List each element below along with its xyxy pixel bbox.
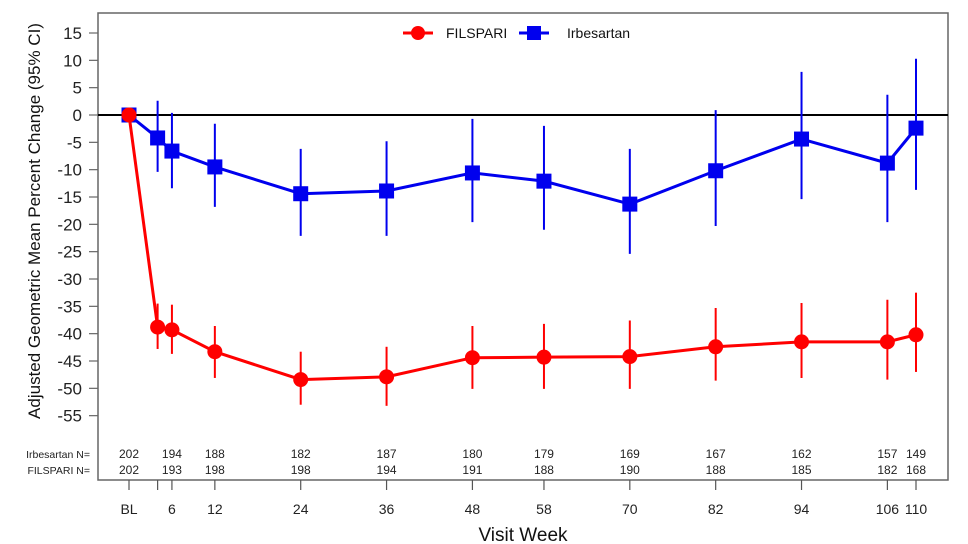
series-filspari xyxy=(121,107,924,406)
n-count: 202 xyxy=(119,463,139,477)
series-layer xyxy=(121,58,924,406)
x-tick-label: BL xyxy=(120,501,137,517)
legend-item-filspari: FILSPARI xyxy=(403,25,507,41)
y-axis-title: Adjusted Geometric Mean Percent Change (… xyxy=(25,23,44,419)
legend-marker-irbesartan xyxy=(527,26,541,40)
legend-label-irbesartan: Irbesartan xyxy=(567,25,630,41)
n-table: Irbesartan N= 202 194 188 182 187 180 179 169 167… xyxy=(26,447,926,477)
legend-label-filspari: FILSPARI xyxy=(446,25,507,41)
legend: FILSPARI Irbesartan xyxy=(403,25,630,41)
plot-border xyxy=(97,12,949,481)
x-tick-label: 6 xyxy=(168,501,176,517)
n-row-label: FILSPARI N= xyxy=(27,465,90,477)
y-tick-label: -25 xyxy=(57,243,82,262)
x-tick-label: 106 xyxy=(876,501,900,517)
data-point-irbesartan xyxy=(879,155,895,171)
data-point-filspari xyxy=(794,334,810,350)
data-point-irbesartan xyxy=(908,120,924,136)
data-point-filspari xyxy=(464,350,480,366)
legend-item-irbesartan: Irbesartan xyxy=(519,25,630,41)
y-tick-label: -15 xyxy=(57,188,82,207)
plot-frame xyxy=(97,12,949,481)
data-point-irbesartan xyxy=(794,131,810,147)
n-count: 198 xyxy=(205,463,225,477)
series-irbesartan xyxy=(121,58,924,254)
y-tick-label: 0 xyxy=(73,106,82,125)
n-count: 169 xyxy=(620,447,640,461)
y-tick-label: -55 xyxy=(57,407,82,426)
n-count: 162 xyxy=(792,447,812,461)
data-point-filspari xyxy=(879,334,895,350)
n-row-label: Irbesartan N= xyxy=(26,449,90,461)
n-count: 188 xyxy=(706,463,726,477)
n-count: 180 xyxy=(462,447,482,461)
data-point-irbesartan xyxy=(164,143,180,159)
n-count: 190 xyxy=(620,463,640,477)
data-point-irbesartan xyxy=(536,173,552,189)
data-point-filspari xyxy=(622,349,638,365)
x-tick-label: 70 xyxy=(622,501,638,517)
data-point-filspari xyxy=(150,319,166,335)
data-point-irbesartan xyxy=(464,165,480,181)
n-count: 188 xyxy=(205,447,225,461)
y-tick-label: -5 xyxy=(67,133,82,152)
n-count: 167 xyxy=(706,447,726,461)
n-count: 202 xyxy=(119,447,139,461)
data-point-irbesartan xyxy=(379,183,395,199)
y-tick-label: -35 xyxy=(57,297,82,316)
n-count: 185 xyxy=(792,463,812,477)
data-point-filspari xyxy=(908,327,924,343)
data-point-irbesartan xyxy=(708,163,724,179)
n-count: 198 xyxy=(291,463,311,477)
x-axis: BL 6 12 24 36 48 58 70 82 94 106 110 xyxy=(120,480,927,517)
n-count: 187 xyxy=(377,447,397,461)
series-line-irbesartan xyxy=(128,113,918,206)
x-tick-label: 36 xyxy=(379,501,395,517)
n-count: 149 xyxy=(906,447,926,461)
y-tick-label: 5 xyxy=(73,79,82,98)
data-point-filspari xyxy=(536,349,552,365)
data-point-irbesartan xyxy=(207,159,223,175)
n-count: 193 xyxy=(162,463,182,477)
x-tick-label: 24 xyxy=(293,501,309,517)
n-count: 179 xyxy=(534,447,554,461)
n-count: 194 xyxy=(377,463,397,477)
y-tick-label: -40 xyxy=(57,325,82,344)
n-count: 182 xyxy=(291,447,311,461)
data-point-irbesartan xyxy=(622,196,638,212)
n-count: 188 xyxy=(534,463,554,477)
n-count: 157 xyxy=(877,447,897,461)
x-tick-label: 48 xyxy=(465,501,481,517)
data-point-filspari xyxy=(708,339,724,355)
n-count: 168 xyxy=(906,463,926,477)
data-point-filspari xyxy=(121,107,137,123)
y-tick-label: 10 xyxy=(63,51,82,70)
y-tick-label: -50 xyxy=(57,379,82,398)
y-tick-label: -30 xyxy=(57,270,82,289)
y-tick-label: -20 xyxy=(57,215,82,234)
y-axis: 15 10 5 0 -5 -10 -15 -20 -25 -30 -35 -40 -45 -50 -55 xyxy=(57,24,98,426)
data-point-filspari xyxy=(207,344,223,360)
y-tick-label: -10 xyxy=(57,161,82,180)
data-point-filspari xyxy=(379,369,395,385)
n-count: 182 xyxy=(877,463,897,477)
data-point-filspari xyxy=(164,322,180,338)
x-tick-label: 58 xyxy=(536,501,552,517)
data-point-irbesartan xyxy=(293,186,309,202)
x-tick-label: 110 xyxy=(905,501,928,517)
n-count: 191 xyxy=(462,463,482,477)
y-tick-label: 15 xyxy=(63,24,82,43)
x-axis-title: Visit Week xyxy=(478,525,568,544)
x-tick-label: 94 xyxy=(794,501,810,517)
legend-marker-filspari xyxy=(411,26,425,40)
n-count: 194 xyxy=(162,447,182,461)
data-point-irbesartan xyxy=(150,130,166,146)
x-tick-label: 82 xyxy=(708,501,724,517)
data-point-filspari xyxy=(293,372,309,388)
y-tick-label: -45 xyxy=(57,352,82,371)
x-tick-label: 12 xyxy=(207,501,223,517)
